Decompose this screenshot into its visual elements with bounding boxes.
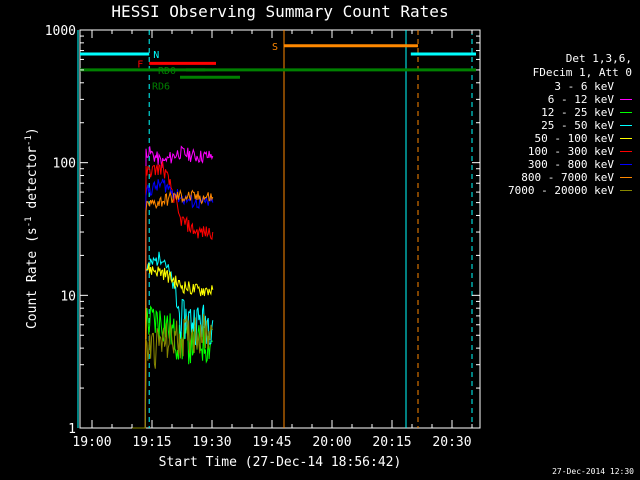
- y-axis-label: Count Rate (s-1 detector-1): [23, 127, 41, 330]
- legend: Det 1,3,6, FDecim 1, Att 0 3 - 6 keV 6 - …: [490, 52, 632, 197]
- series-line: [132, 178, 214, 429]
- legend-swatch: [620, 99, 632, 100]
- chart-title: HESSI Observing Summary Count Rates: [111, 2, 449, 21]
- x-axis-label: Start Time (27-Dec-14 18:56:42): [158, 455, 402, 470]
- x-tick-label: 20:30: [432, 435, 471, 450]
- legend-swatch: [620, 177, 632, 178]
- series-line: [132, 145, 214, 429]
- x-tick-label: 20:00: [312, 435, 351, 450]
- legend-item: 25 - 50 keV: [490, 119, 632, 132]
- legend-swatch: [620, 164, 632, 165]
- legend-label: 300 - 800 keV: [527, 158, 614, 171]
- series-line: [132, 263, 214, 429]
- data-series: [132, 140, 214, 429]
- vertical-markers: [77, 30, 473, 428]
- y-tick-label: 1: [68, 422, 76, 437]
- legend-label: 100 - 300 keV: [527, 145, 614, 158]
- legend-item: 100 - 300 keV: [490, 145, 632, 158]
- legend-swatch: [620, 138, 632, 139]
- legend-item: 12 - 25 keV: [490, 106, 632, 119]
- legend-item: 50 - 100 keV: [490, 132, 632, 145]
- flag-label: RD6: [152, 81, 170, 92]
- x-tick-label: 19:15: [132, 435, 171, 450]
- legend-swatch: [620, 112, 632, 113]
- legend-header-line1: Det 1,3,6,: [565, 52, 632, 65]
- legend-item: 7000 - 20000 keV: [490, 184, 632, 197]
- x-tick-label: 19:00: [72, 435, 111, 450]
- legend-swatch: [620, 125, 632, 126]
- plot-frame: [79, 29, 481, 429]
- footer-timestamp: 27-Dec-2014 12:30: [552, 467, 634, 476]
- legend-label: 25 - 50 keV: [541, 119, 614, 132]
- legend-swatch: [620, 190, 632, 191]
- legend-swatch: [620, 151, 632, 152]
- legend-header-line2: FDecim 1, Att 0: [532, 66, 632, 79]
- legend-item: 800 - 7000 keV: [490, 171, 632, 184]
- y-tick-label: 100: [53, 157, 76, 172]
- legend-label: 12 - 25 keV: [541, 106, 614, 119]
- legend-item: 3 - 6 keV: [490, 80, 632, 93]
- legend-label: 7000 - 20000 keV: [508, 184, 614, 197]
- legend-label: 800 - 7000 keV: [521, 171, 614, 184]
- x-axis: 19:00 19:15 19:30 19:45 20:00 20:15 20:30: [72, 30, 473, 450]
- y-tick-label: 1000: [45, 24, 76, 39]
- series-line: [132, 314, 214, 429]
- flag-label: S: [272, 42, 278, 53]
- legend-item: 6 - 12 keV: [490, 93, 632, 106]
- legend-label: 6 - 12 keV: [547, 93, 614, 106]
- legend-label: 3 - 6 keV: [554, 80, 614, 93]
- x-tick-label: 19:30: [192, 435, 231, 450]
- series-line: [132, 305, 213, 429]
- y-axis: 1 10 100 1000: [45, 24, 480, 437]
- flag-label: RD0: [158, 66, 176, 77]
- flag-bars: NF S RD0 RD6: [80, 42, 476, 92]
- series-line: [132, 189, 214, 429]
- x-tick-label: 19:45: [252, 435, 291, 450]
- y-tick-label: 10: [60, 289, 76, 304]
- x-tick-label: 20:15: [372, 435, 411, 450]
- flag-label: N: [153, 50, 159, 61]
- flag-label: F: [137, 59, 143, 70]
- series-line: [132, 160, 214, 429]
- legend-label: 50 - 100 keV: [534, 132, 614, 145]
- legend-swatch: [620, 86, 632, 87]
- legend-item: 300 - 800 keV: [490, 158, 632, 171]
